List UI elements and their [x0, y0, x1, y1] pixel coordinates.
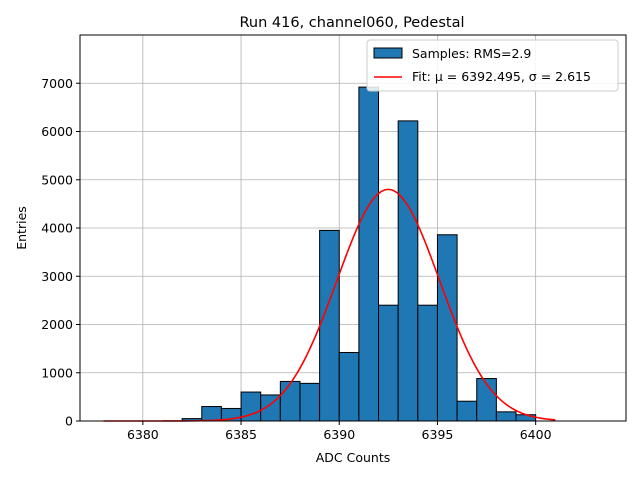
- histogram-bar-8: [338, 351, 360, 422]
- y-tick-label-0: 0: [65, 414, 73, 429]
- bars: [181, 86, 537, 422]
- x-tick-label-2: 6390: [323, 427, 355, 442]
- histogram-bar-5: [279, 380, 301, 422]
- y-axis-label: Entries: [14, 206, 29, 250]
- x-tick-label-0: 6380: [127, 427, 159, 442]
- histogram-bar-17: [515, 414, 537, 422]
- histogram-bar-13: [436, 234, 458, 422]
- x-axis: 6380 6385 6390 6395 6400: [127, 421, 552, 442]
- histogram-bar-16: [495, 411, 517, 422]
- y-tick-label-7: 7000: [41, 76, 73, 91]
- y-tick-label-4: 4000: [41, 221, 73, 236]
- x-tick-label-4: 6400: [520, 427, 552, 442]
- histogram-bar-12: [417, 304, 438, 422]
- histogram-bar-6: [299, 382, 321, 422]
- histogram-bar-10: [378, 304, 399, 422]
- x-tick-label-1: 6385: [225, 427, 257, 442]
- y-tick-label-5: 5000: [41, 172, 73, 187]
- y-tick-label-3: 3000: [41, 269, 73, 284]
- x-tick-label-3: 6395: [422, 427, 454, 442]
- legend: Samples: RMS=2.9 Fit: μ = 6392.495, σ = …: [366, 39, 619, 92]
- legend-swatch-samples: [373, 47, 403, 59]
- histogram-bar-14: [456, 400, 478, 422]
- histogram-bar-11: [397, 120, 419, 422]
- histogram-bar-9: [358, 86, 380, 422]
- legend-label-samples: Samples: RMS=2.9: [412, 46, 531, 61]
- y-tick-label-1: 1000: [41, 365, 73, 380]
- y-tick-label-2: 2000: [41, 317, 73, 332]
- legend-box: [366, 39, 619, 92]
- histogram-bar-1: [201, 406, 222, 422]
- histogram-bar-7: [319, 229, 340, 422]
- chart-title: Run 416, channel060, Pedestal: [239, 15, 464, 31]
- y-tick-label-6: 6000: [41, 124, 73, 139]
- x-axis-label: ADC Counts: [316, 450, 391, 465]
- legend-label-fit: Fit: μ = 6392.495, σ = 2.615: [412, 69, 591, 84]
- y-axis: 0 1000 2000 3000 4000 5000 6000 7000: [41, 76, 80, 429]
